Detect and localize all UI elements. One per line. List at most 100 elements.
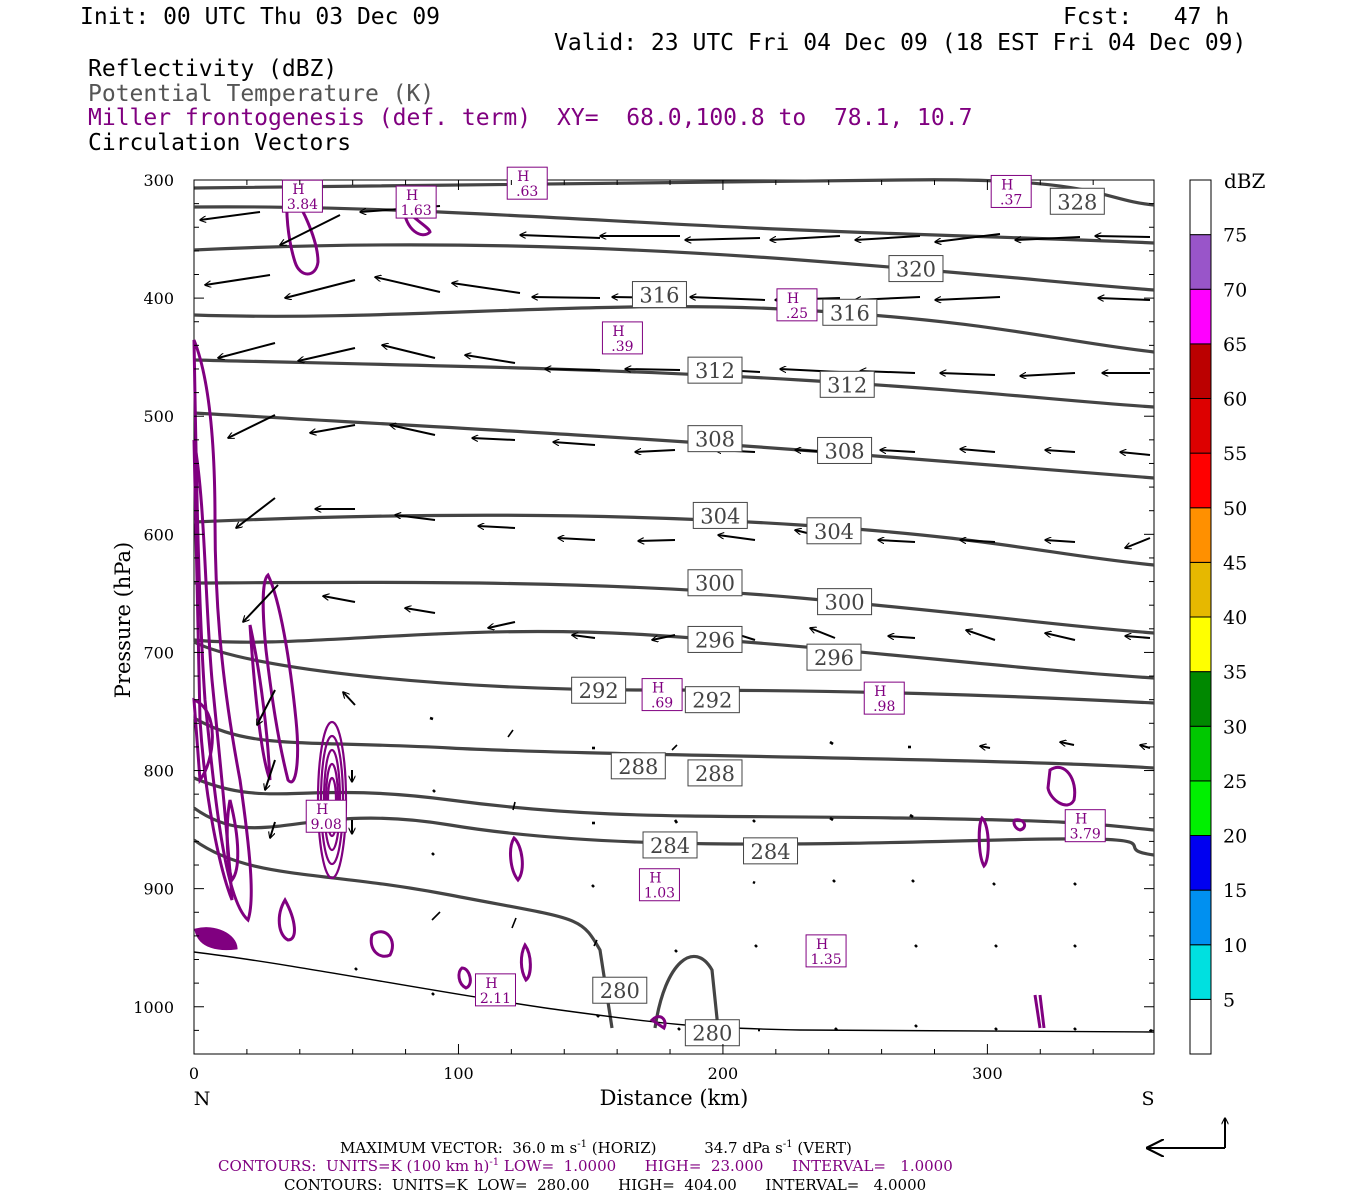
vector-arrow xyxy=(512,801,516,811)
theta-label-box xyxy=(822,298,878,326)
vector-arrow xyxy=(1095,236,1151,237)
colorbar-level-label: 40 xyxy=(1223,607,1247,629)
fronto-max-value: .25 xyxy=(786,306,808,322)
vector-arrow xyxy=(390,425,436,436)
vector-arrow xyxy=(532,297,601,298)
vector-arrow xyxy=(511,917,517,929)
y-tick-label: 800 xyxy=(143,762,174,781)
fronto-max-value: 3.79 xyxy=(1070,827,1101,843)
theta-label-box xyxy=(687,759,743,787)
vector-arrow xyxy=(980,746,991,748)
theta-label: 292 xyxy=(571,676,627,704)
fronto-max-box xyxy=(776,288,818,322)
theta-label: 288 xyxy=(687,759,743,787)
vector-arrow xyxy=(507,729,514,738)
fronto-max-marker: H.98 xyxy=(863,681,905,715)
fronto-max-h: H xyxy=(406,188,418,204)
theta-line-282 xyxy=(193,806,1155,857)
theta-label-text: 296 xyxy=(814,646,854,670)
vector-arrow xyxy=(1015,236,1081,240)
theta-label-box xyxy=(687,625,743,653)
theta-label: 316 xyxy=(631,281,687,309)
vector-arrow xyxy=(625,369,681,370)
theta-label-text: 308 xyxy=(695,428,735,452)
colorbar-level-label: 65 xyxy=(1223,334,1247,356)
fronto-contour xyxy=(1012,818,1027,832)
fronto-max-value: .69 xyxy=(651,696,673,712)
theta-label-text: 288 xyxy=(695,762,735,786)
theta-label-box xyxy=(806,517,862,545)
colorbar-level-label: 35 xyxy=(1223,662,1247,684)
theta-label-text: 312 xyxy=(695,359,735,383)
vector-arrow xyxy=(280,214,341,246)
theta-label-box xyxy=(592,976,648,1004)
theta-label-text: 320 xyxy=(896,258,936,282)
vector-arrow xyxy=(257,689,276,725)
vector-arrow xyxy=(270,821,276,838)
fronto-max-h: H xyxy=(517,169,529,185)
fronto-max-box xyxy=(601,321,643,355)
vector-arrow xyxy=(652,634,676,640)
fronto-max-value: 1.03 xyxy=(644,886,675,902)
vector-arrow xyxy=(265,759,276,790)
fronto-max-value: .39 xyxy=(611,339,633,355)
theta-label: 296 xyxy=(806,643,862,671)
vector-arrow xyxy=(1045,633,1076,641)
fronto-max-value: 1.63 xyxy=(401,203,432,219)
terrain-line xyxy=(193,951,1155,1033)
fronto-max-marker: H.37 xyxy=(990,174,1032,208)
fronto-contour xyxy=(192,339,253,923)
y-tick-label: 900 xyxy=(143,880,174,899)
colorbar-level-label: 75 xyxy=(1223,225,1247,247)
field-frontogenesis: Miller frontogenesis (def. term) xyxy=(88,105,532,131)
theta-label-text: 328 xyxy=(1057,190,1097,214)
fronto-max-value: .37 xyxy=(1000,192,1022,208)
vector-arrow xyxy=(395,515,436,521)
theta-label: 300 xyxy=(687,569,743,597)
fronto-max-box xyxy=(641,678,683,712)
fronto-max-marker: H2.11 xyxy=(474,973,516,1007)
colorbar-segment xyxy=(1189,944,1212,1000)
vector-arrow xyxy=(935,233,1001,242)
theta-label-box xyxy=(684,1019,740,1047)
theta-label-text: 284 xyxy=(750,840,790,864)
vector-arrow xyxy=(685,238,761,240)
init-time: Init: 00 UTC Thu 03 Dec 09 xyxy=(80,4,441,30)
theta-label: 312 xyxy=(687,356,743,384)
theta-line-280b xyxy=(653,954,720,1029)
theta-label-text: 304 xyxy=(814,520,854,544)
max-vector-reference xyxy=(1148,1118,1225,1148)
theta-label-box xyxy=(687,569,743,597)
fronto-max-marker: H3.84 xyxy=(281,179,323,213)
theta-label-box xyxy=(819,370,875,398)
fronto-max-box xyxy=(305,799,347,833)
colorbar-level-label: 45 xyxy=(1223,552,1247,574)
y-tick-label: 600 xyxy=(143,525,174,544)
colorbar-level-label: 30 xyxy=(1223,716,1247,738)
vector-arrow xyxy=(1045,540,1076,542)
colorbar-segment xyxy=(1189,998,1212,1055)
colorbar-segment xyxy=(1189,671,1212,727)
vector-arrow xyxy=(718,535,756,541)
plot-frame xyxy=(193,179,1155,1055)
theta-line-280 xyxy=(193,838,614,1029)
vector-arrow xyxy=(770,235,841,240)
theta-line-312 xyxy=(193,358,1155,409)
theta-label-text: 296 xyxy=(695,628,735,652)
theta-label: 304 xyxy=(692,501,748,529)
fronto-max-marker: H.63 xyxy=(506,166,548,200)
colorbar-level-label: 55 xyxy=(1223,443,1247,465)
colorbar-segment xyxy=(1189,835,1212,891)
field-vectors: Circulation Vectors xyxy=(88,130,352,156)
theta-contours xyxy=(193,178,1155,1029)
theta-label: 280 xyxy=(684,1019,740,1047)
theta-contour-info: CONTOURS: UNITS=K LOW= 280.00 HIGH= 404.… xyxy=(284,1176,927,1194)
vector-arrow xyxy=(878,540,916,542)
fronto-max-h: H xyxy=(787,291,799,307)
fronto-contour xyxy=(649,1015,667,1031)
fronto-max-box xyxy=(395,185,437,219)
vector-arrow xyxy=(572,635,596,638)
vector-dots xyxy=(354,716,1153,1033)
theta-label: 284 xyxy=(642,831,698,859)
vector-arrow xyxy=(285,279,356,298)
